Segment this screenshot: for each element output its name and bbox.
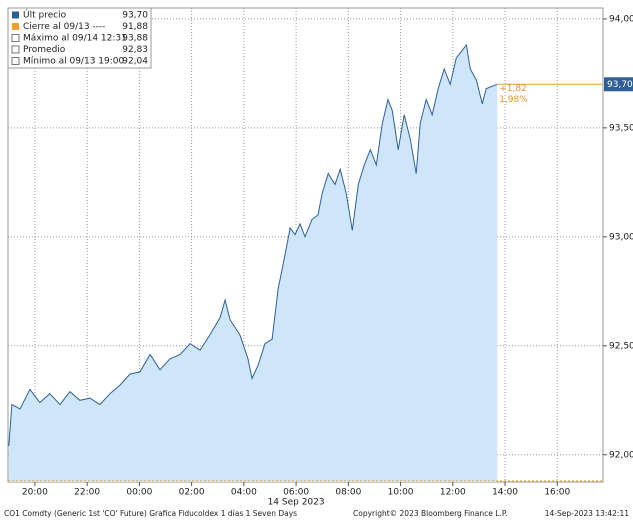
y-tick-label: 92,00 (609, 450, 633, 460)
legend-name: Últ precio (23, 9, 67, 21)
legend-value: 92,04 (122, 57, 148, 67)
legend-swatch (12, 11, 19, 19)
x-tick-label: 06:00 (283, 488, 309, 498)
x-tick-label: 02:00 (179, 488, 205, 498)
y-tick-label: 93,00 (609, 232, 633, 242)
x-tick-label: 04:00 (231, 488, 257, 498)
legend-value: 91,88 (122, 22, 148, 32)
legend-value: 93,70 (122, 11, 148, 21)
last-price-tag (604, 77, 633, 92)
x-tick-label: 14:00 (492, 488, 518, 498)
change-annotation: 1,98% (499, 95, 528, 105)
y-tick-label: 94,00 (609, 14, 633, 24)
legend-value: 93,88 (122, 34, 148, 44)
legend-name: Promedio (23, 45, 66, 55)
y-tick-label: 92,50 (609, 341, 633, 351)
y-tick-label: 93,50 (609, 123, 633, 133)
x-tick-label: 12:00 (440, 488, 466, 498)
x-tick-label: 00:00 (126, 488, 152, 498)
legend-swatch (11, 57, 20, 65)
x-tick-label: 22:00 (74, 488, 100, 498)
legend-box (7, 7, 152, 69)
footer-text: Copyright© 2023 Bloomberg Finance L.P. (353, 509, 508, 518)
x-tick-label: 16:00 (544, 488, 570, 498)
legend-swatch (11, 34, 20, 42)
legend-name: Mínimo al 09/13 19:00 (23, 57, 124, 67)
last-price-label: 93,70 (607, 80, 633, 90)
x-tick-label: 08:00 (335, 488, 361, 498)
change-annotation: +1,82 (499, 84, 527, 94)
footer-text: CO1 Comdty (Generic 1st 'CO' Future) Gra… (4, 509, 297, 518)
legend-name: Cierre al 09/13 ---- (23, 22, 105, 32)
legend-swatch (12, 23, 19, 30)
x-date-label: 14 Sep 2023 (268, 498, 325, 508)
legend-value: 92,83 (122, 45, 148, 55)
x-tick-label: 20:00 (22, 488, 48, 498)
footer-text: 14-Sep-2023 13:42:11 (545, 509, 629, 518)
area-fill (8, 45, 498, 482)
legend-name: Máximo al 09/14 12:31 (23, 34, 127, 44)
legend-swatch (11, 45, 20, 54)
price-line (8, 43, 498, 447)
x-tick-label: 10:00 (388, 488, 414, 498)
